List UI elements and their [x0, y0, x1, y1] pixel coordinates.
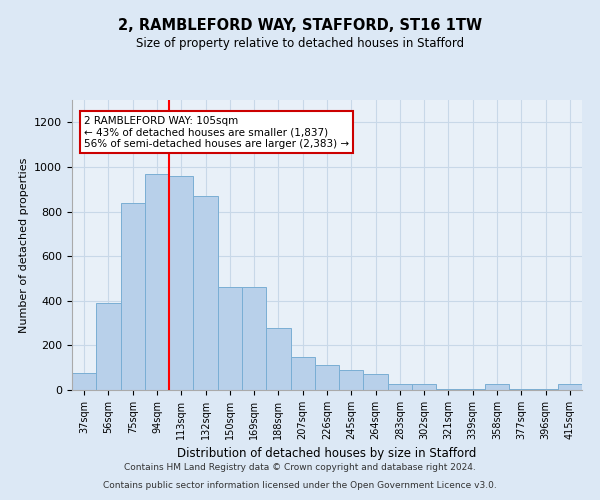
Bar [436, 389, 461, 390]
Bar [558, 384, 582, 390]
Bar [72, 374, 96, 390]
Bar [145, 174, 169, 390]
Bar [242, 288, 266, 390]
Bar [121, 202, 145, 390]
Bar [461, 389, 485, 390]
Text: Size of property relative to detached houses in Stafford: Size of property relative to detached ho… [136, 38, 464, 51]
Text: Contains HM Land Registry data © Crown copyright and database right 2024.: Contains HM Land Registry data © Crown c… [124, 464, 476, 472]
Bar [193, 196, 218, 390]
Bar [315, 366, 339, 390]
Bar [339, 370, 364, 390]
Bar [290, 356, 315, 390]
Bar [412, 384, 436, 390]
Bar [485, 384, 509, 390]
Bar [388, 384, 412, 390]
Bar [509, 389, 533, 390]
Bar [218, 288, 242, 390]
X-axis label: Distribution of detached houses by size in Stafford: Distribution of detached houses by size … [178, 448, 476, 460]
Y-axis label: Number of detached properties: Number of detached properties [19, 158, 29, 332]
Text: 2 RAMBLEFORD WAY: 105sqm
← 43% of detached houses are smaller (1,837)
56% of sem: 2 RAMBLEFORD WAY: 105sqm ← 43% of detach… [84, 116, 349, 149]
Bar [533, 389, 558, 390]
Text: Contains public sector information licensed under the Open Government Licence v3: Contains public sector information licen… [103, 481, 497, 490]
Bar [266, 328, 290, 390]
Text: 2, RAMBLEFORD WAY, STAFFORD, ST16 1TW: 2, RAMBLEFORD WAY, STAFFORD, ST16 1TW [118, 18, 482, 32]
Bar [169, 176, 193, 390]
Bar [364, 374, 388, 390]
Bar [96, 303, 121, 390]
